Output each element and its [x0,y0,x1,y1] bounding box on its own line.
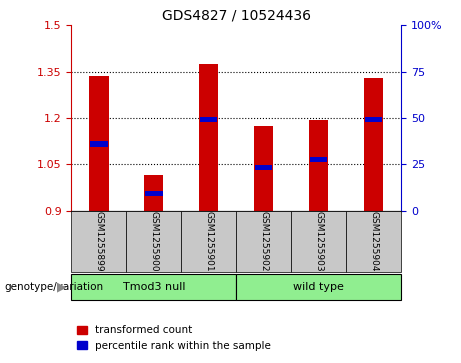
Text: GSM1255899: GSM1255899 [95,211,103,272]
Text: ▶: ▶ [57,280,67,293]
Text: wild type: wild type [293,282,344,292]
Bar [254,126,273,211]
Title: GDS4827 / 10524436: GDS4827 / 10524436 [162,9,311,23]
Bar [236,274,401,300]
Text: GSM1255900: GSM1255900 [149,211,159,272]
Text: genotype/variation: genotype/variation [5,282,104,292]
Bar [71,274,236,300]
Text: Tmod3 null: Tmod3 null [123,282,185,292]
Bar [200,117,218,122]
Bar [89,76,108,211]
Text: GSM1255901: GSM1255901 [204,211,213,272]
Legend: transformed count, percentile rank within the sample: transformed count, percentile rank withi… [77,325,271,351]
Bar [181,211,236,272]
Text: GSM1255902: GSM1255902 [259,211,268,272]
Bar [346,211,401,272]
Bar [255,164,272,170]
Text: GSM1255903: GSM1255903 [314,211,323,272]
Bar [126,211,181,272]
Bar [309,119,328,211]
Bar [291,211,346,272]
Bar [145,191,163,196]
Bar [364,78,383,211]
Bar [144,175,164,211]
Bar [310,157,327,162]
Text: GSM1255904: GSM1255904 [369,211,378,272]
Bar [199,64,219,211]
Bar [365,117,382,122]
Bar [236,211,291,272]
Bar [90,142,107,147]
Bar [71,211,126,272]
